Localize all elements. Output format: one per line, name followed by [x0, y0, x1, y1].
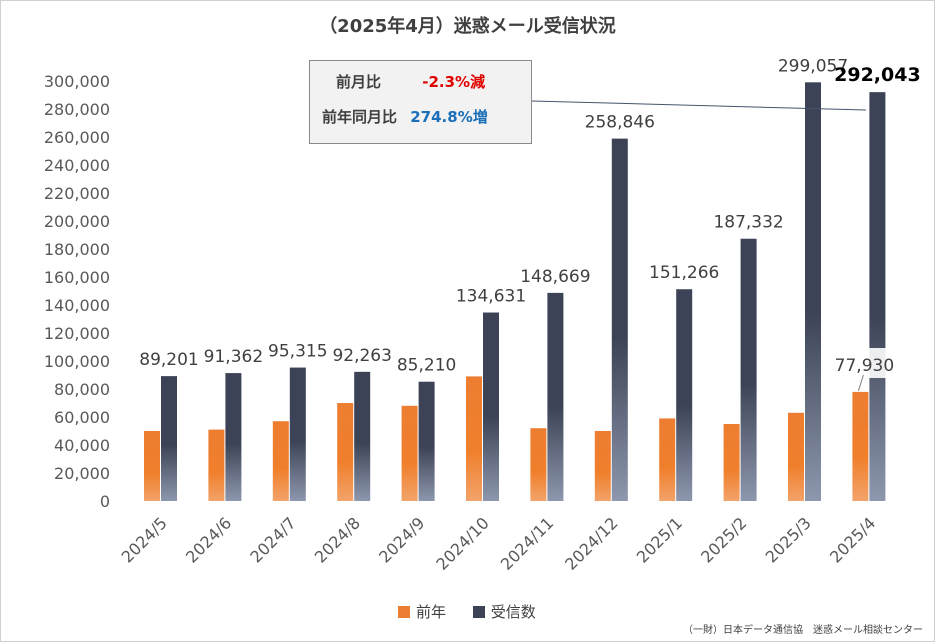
bar-received — [161, 376, 177, 501]
y-tick-label: 300,000 — [44, 72, 110, 91]
x-tick-label: 2024/6 — [182, 513, 235, 566]
y-tick-label: 260,000 — [44, 128, 110, 147]
bar-received — [354, 371, 371, 501]
bar-received — [418, 381, 435, 501]
bar-received — [676, 289, 693, 501]
data-label-received: 151,266 — [649, 263, 719, 283]
bar-received — [289, 367, 306, 501]
x-tick-label: 2024/12 — [561, 513, 621, 573]
bar-prev-year — [466, 376, 482, 501]
y-axis-labels: 0 20,000 40,000 60,000 80,000 100,000 120,000 1… — [44, 72, 110, 511]
mom-label: 前月比 — [336, 73, 382, 91]
chart-title: （2025年4月）迷惑メール受信状況 — [319, 16, 616, 37]
bar-received — [483, 312, 499, 501]
data-label-leader — [857, 374, 864, 392]
y-tick-label: 60,000 — [54, 408, 110, 427]
y-tick-label: 20,000 — [54, 464, 110, 483]
y-tick-label: 240,000 — [44, 156, 110, 175]
mom-row: 前月比 -2.3%減 — [336, 71, 485, 92]
legend-swatch-received — [472, 606, 485, 618]
x-tick-label: 2025/3 — [762, 513, 815, 566]
bar-prev-year — [852, 391, 869, 501]
comparison-box: 前月比 -2.3%減 前年同月比 274.8%増 — [309, 60, 532, 144]
bar-prev-year — [272, 421, 289, 501]
x-tick-label: 2024/7 — [246, 513, 299, 566]
bar-prev-year — [594, 431, 611, 501]
bar-received — [225, 373, 242, 501]
data-label-prev-year: 77,930 — [835, 356, 894, 376]
legend: 前年 受信数 — [398, 601, 558, 622]
y-tick-label: 180,000 — [44, 240, 110, 259]
bar-received — [805, 82, 821, 502]
data-label-received: 95,315 — [268, 342, 327, 362]
data-label-received: 299,057 — [778, 56, 848, 76]
x-tick-label: 2024/5 — [118, 513, 171, 566]
yoy-label: 前年同月比 — [322, 108, 398, 126]
bar-prev-year — [723, 424, 740, 501]
x-tick-label: 2024/8 — [311, 513, 364, 566]
data-label-received: 134,631 — [456, 287, 526, 307]
data-label-received: 292,043 — [834, 64, 921, 86]
x-axis-labels: 2024/5 2024/6 2024/7 2024/8 2024/9 2024/10 202… — [118, 513, 880, 573]
bars — [144, 82, 886, 502]
y-tick-label: 120,000 — [44, 324, 110, 343]
bar-prev-year — [788, 412, 804, 501]
data-label-received: 92,263 — [332, 346, 391, 366]
y-tick-label: 140,000 — [44, 296, 110, 315]
footer-credit: （一財）日本データ通信協 迷惑メール相談センター — [683, 625, 923, 636]
data-label-received: 85,210 — [397, 356, 456, 376]
x-tick-label: 2025/4 — [826, 513, 879, 566]
bar-received — [547, 292, 564, 501]
y-tick-label: 100,000 — [44, 352, 110, 371]
x-tick-label: 2025/1 — [633, 513, 686, 566]
y-tick-label: 160,000 — [44, 268, 110, 287]
legend-label-received: 受信数 — [490, 603, 536, 621]
bar-prev-year — [659, 418, 676, 501]
mom-value: -2.3%減 — [422, 73, 486, 91]
y-tick-label: 200,000 — [44, 212, 110, 231]
bar-prev-year — [208, 429, 225, 501]
bar-received — [611, 138, 628, 501]
x-tick-label: 2024/9 — [375, 513, 428, 566]
legend-swatch-prev-year — [398, 606, 410, 618]
x-tick-label: 2024/10 — [432, 513, 492, 573]
legend-item-prev-year: 前年 — [398, 601, 446, 622]
data-label-received: 148,669 — [520, 267, 590, 287]
legend-label-prev-year: 前年 — [416, 603, 447, 621]
yoy-value: 274.8%増 — [410, 108, 488, 126]
y-tick-label: 280,000 — [44, 100, 110, 119]
value-labels: 89,201 91,362 95,315 92,263 85,210 134,631148… — [139, 56, 921, 392]
x-tick-label: 2024/11 — [497, 513, 557, 573]
yoy-row: 前年同月比 274.8%増 — [322, 106, 488, 127]
callout-line — [531, 100, 867, 111]
data-label-received: 187,332 — [713, 213, 783, 233]
bar-prev-year — [337, 403, 354, 501]
data-label-received: 91,362 — [204, 347, 263, 367]
y-tick-label: 40,000 — [54, 436, 110, 455]
y-tick-label: 0 — [100, 492, 110, 511]
x-tick-label: 2025/2 — [697, 513, 750, 566]
data-label-received: 258,846 — [585, 113, 655, 133]
bar-prev-year — [401, 405, 418, 501]
bar-prev-year — [144, 431, 160, 501]
y-tick-label: 80,000 — [54, 380, 110, 399]
y-tick-label: 220,000 — [44, 184, 110, 203]
bar-received — [740, 238, 757, 501]
legend-item-received: 受信数 — [472, 601, 536, 622]
data-label-received: 89,201 — [139, 350, 198, 370]
bar-prev-year — [530, 428, 547, 501]
data-label-backing — [860, 348, 899, 378]
bar-received — [869, 92, 886, 501]
